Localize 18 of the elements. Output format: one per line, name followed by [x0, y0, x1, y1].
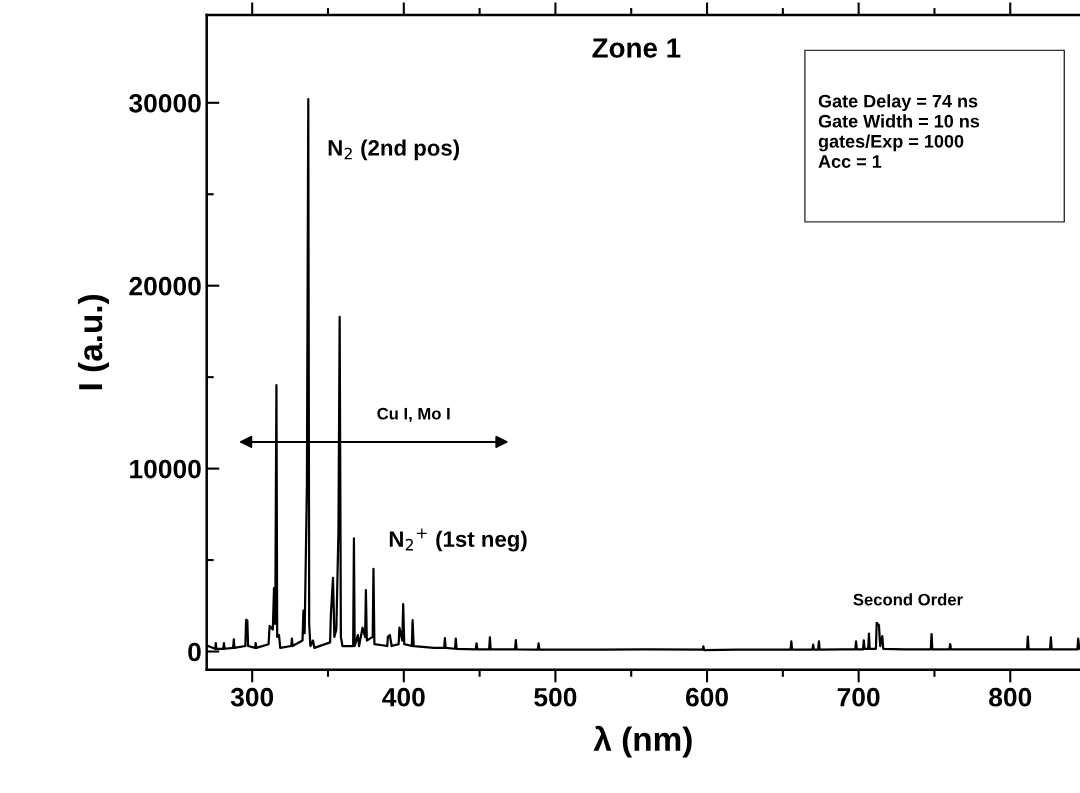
annotation: N$_{2}$ (2nd pos) — [328, 139, 460, 161]
x-tick-label: 500 — [534, 687, 577, 707]
x-tick-label: 800 — [989, 687, 1032, 707]
x-tick-label: 400 — [382, 687, 425, 707]
annotation: Cu I, Mo I — [377, 407, 450, 422]
annotation: Gate Delay = 74 ns Gate Width = 10 ns gates/Exp = 1000 Acc = 1 — [818, 94, 980, 168]
y-tick-label: 10000 — [130, 459, 201, 479]
x-tick-label: 300 — [230, 687, 274, 707]
y-axis-title: I (a.u.) — [77, 294, 110, 390]
y-tick-label: 30000 — [129, 93, 201, 113]
x-tick-label: 600 — [685, 687, 728, 707]
x-tick-label: 700 — [837, 687, 880, 707]
text: Zone 1 — [592, 38, 681, 58]
x-axis-title: λ (nm) — [593, 725, 692, 758]
y-tick-label: 0 — [188, 642, 201, 662]
annotation: Second Order — [853, 593, 963, 606]
annotation: N$_{2}$$^{+}$ (1st neg) — [389, 528, 527, 552]
y-tick-label: 20000 — [129, 276, 201, 296]
